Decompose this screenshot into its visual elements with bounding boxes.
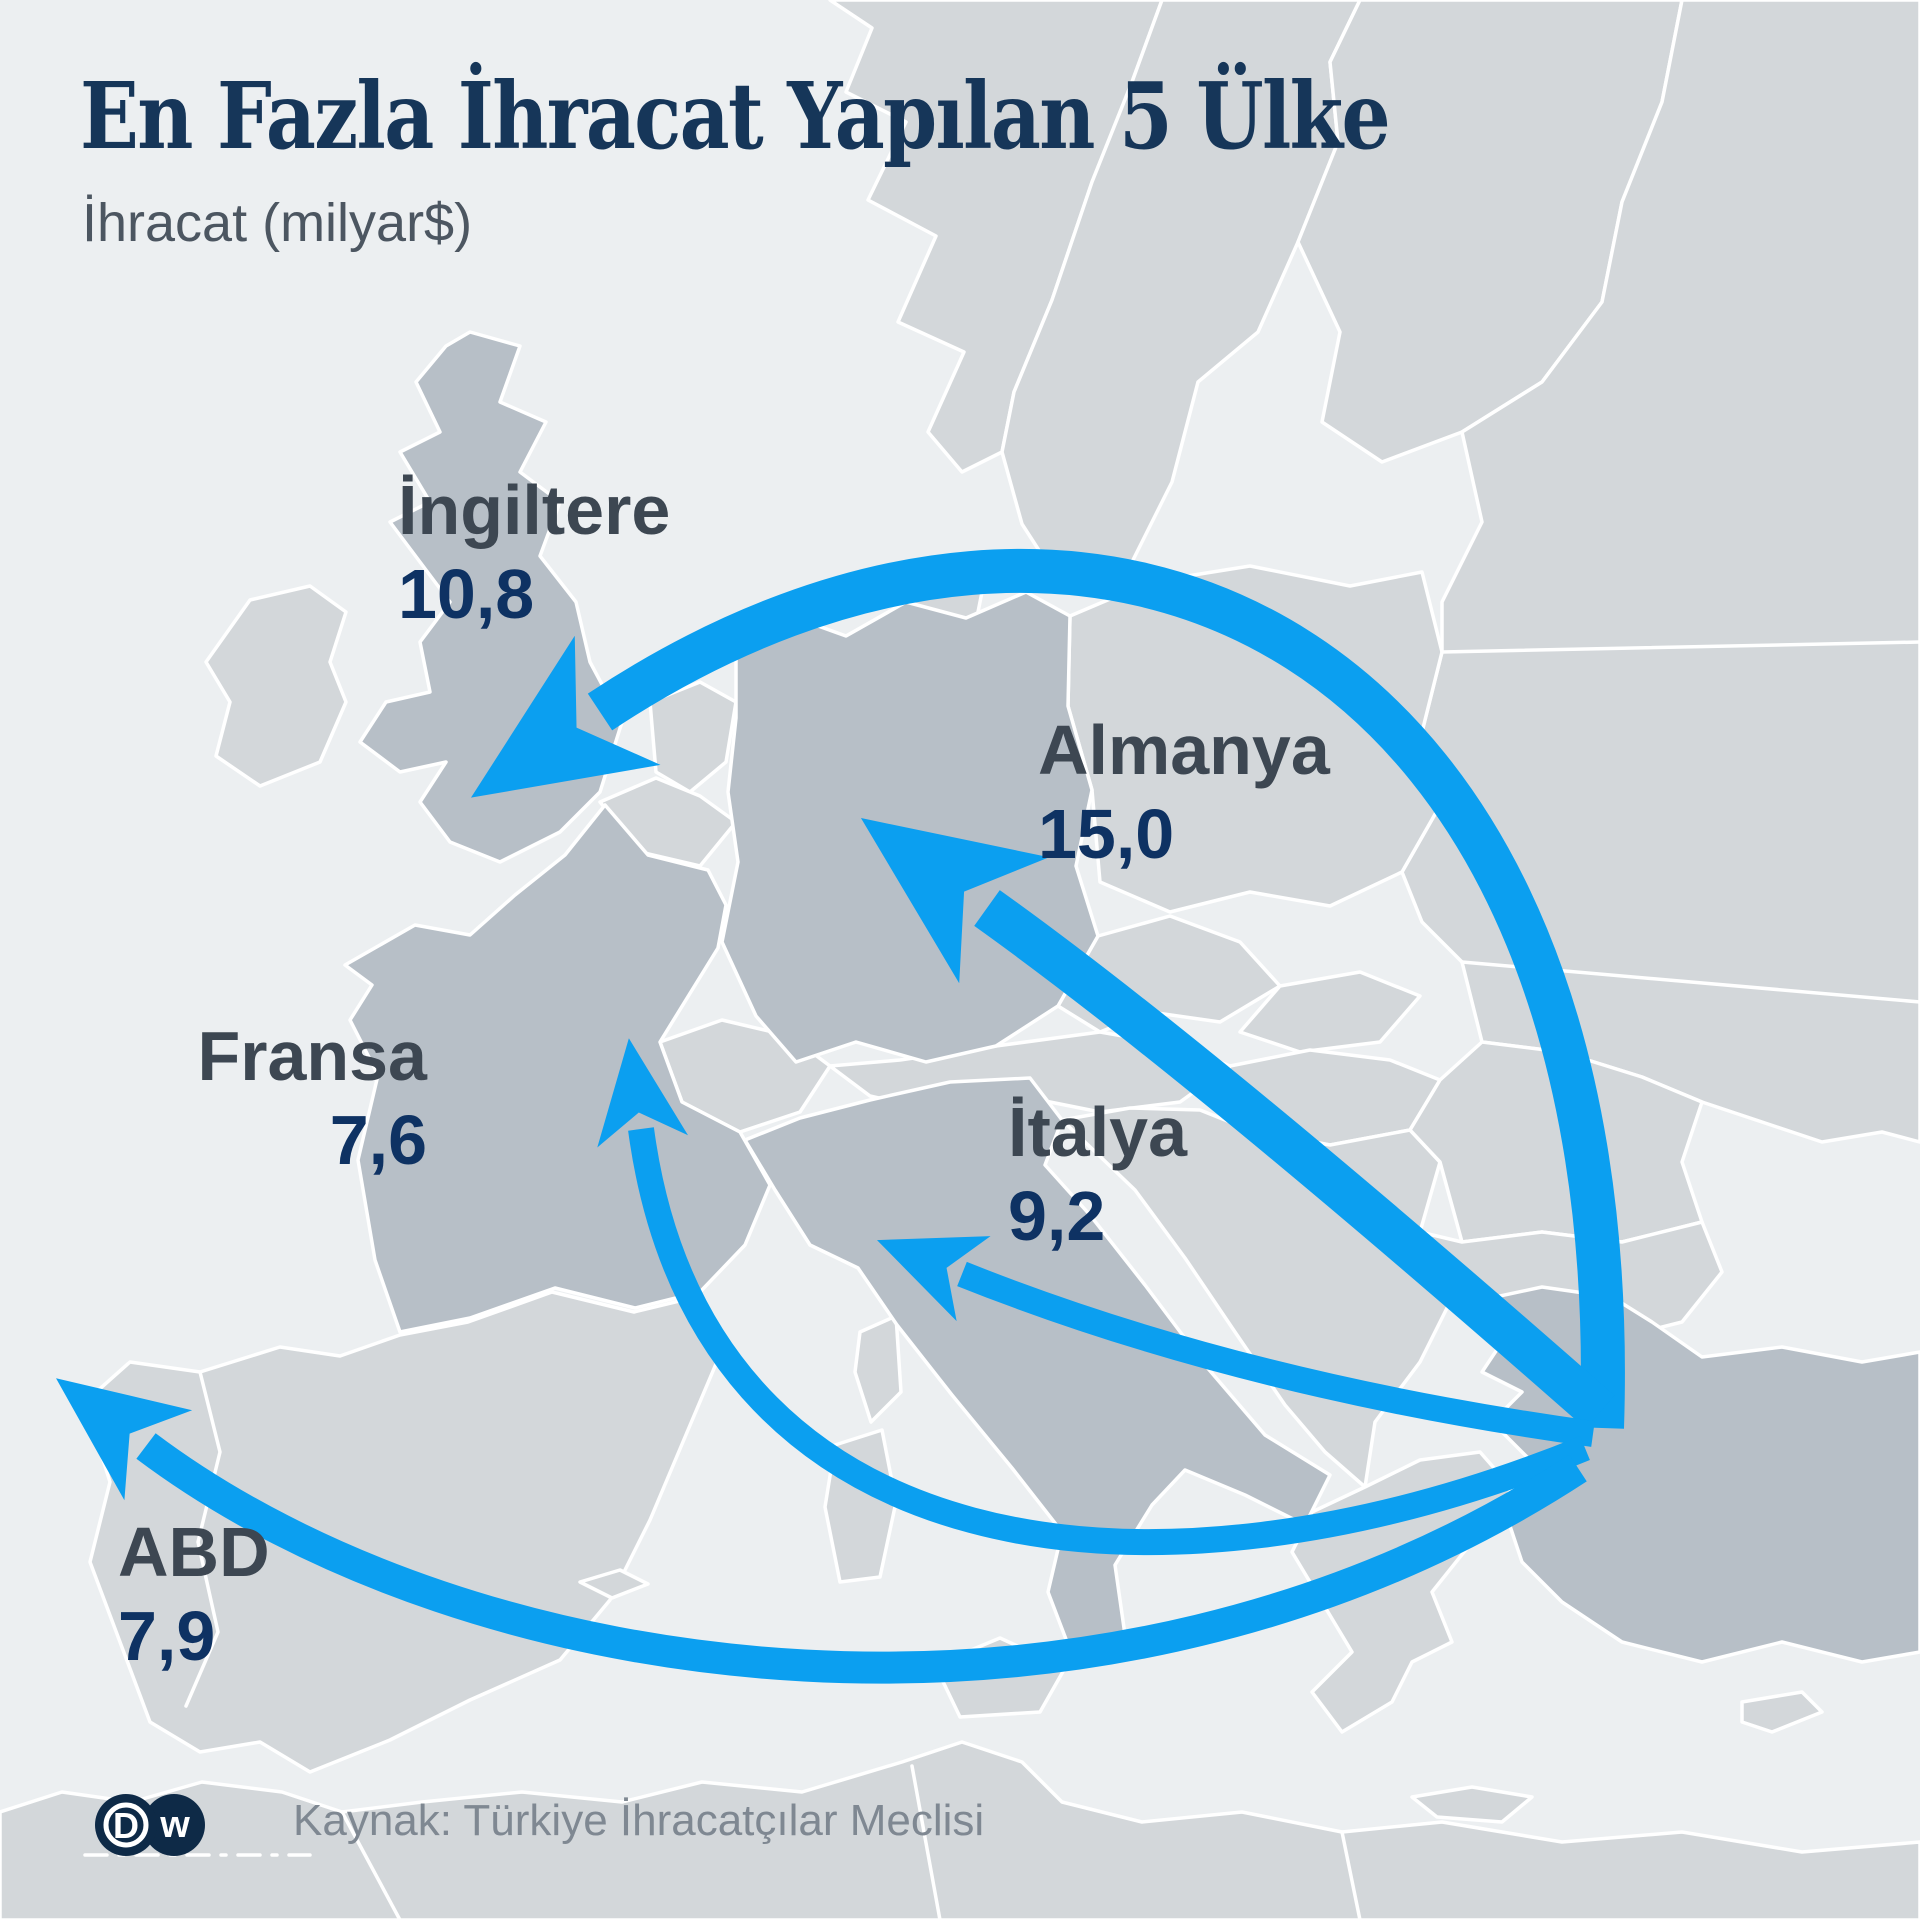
subtitle: İhracat (milyar$) [82, 193, 473, 253]
region-eastern-europe [1400, 0, 1920, 1144]
border-morocco-algeria [340, 1810, 402, 1920]
island-crete [1410, 1785, 1534, 1824]
country-name-ingiltere: İngiltere [398, 471, 671, 549]
flow-arrow-italya [876, 1236, 1595, 1447]
flow-arrow-fransa [597, 1038, 1590, 1555]
country-italy [743, 1076, 1332, 1657]
border-libya [1340, 1830, 1362, 1920]
country-name-fransa: Fransa [197, 1017, 427, 1095]
label-almanya: Almanya 15,0 [1038, 708, 1330, 876]
source-credit: Kaynak: Türkiye İhracatçılar Meclisi [293, 1796, 985, 1845]
country-name-italya: İtalya [1008, 1093, 1187, 1171]
dw-logo: D w [95, 1794, 205, 1856]
country-value-italya: 9,2 [1008, 1177, 1106, 1255]
country-value-almanya: 15,0 [1038, 795, 1175, 873]
dw-logo-letter-w: w [159, 1804, 190, 1846]
label-italya: İtalya 9,2 [1008, 1090, 1187, 1258]
country-ireland [204, 584, 348, 788]
country-value-fransa: 7,6 [329, 1101, 427, 1179]
country-value-ingiltere: 10,8 [398, 555, 535, 633]
page-title: En Fazla İhracat Yapılan 5 Ülke [80, 62, 1391, 170]
border-algeria-tunisia [910, 1764, 942, 1920]
flow-arrow-almanya [860, 818, 1615, 1429]
label-fransa: Fransa 7,6 [177, 1014, 427, 1182]
dw-logo-circle-w [143, 1794, 205, 1856]
country-name-almanya: Almanya [1038, 711, 1330, 789]
country-slovakia [1238, 970, 1422, 1054]
dw-logo-letter-d: D [113, 1805, 139, 1846]
border-portugal [184, 1370, 222, 1708]
country-poland [1066, 564, 1444, 914]
flow-arrow-abd [55, 1378, 1587, 1684]
label-ingiltere: İngiltere 10,8 [398, 468, 670, 636]
island-cyprus [1740, 1690, 1824, 1734]
label-abd: ABD 7,9 [118, 1510, 270, 1678]
border-east-1 [1440, 640, 1920, 654]
flow-arrow-ingiltere [470, 548, 1625, 1429]
dw-logo-ring [103, 1802, 149, 1848]
region-north-africa [0, 1740, 1920, 1920]
country-value-abd: 7,9 [118, 1597, 216, 1675]
flow-arrows [55, 548, 1625, 1684]
country-name-abd: ABD [118, 1513, 270, 1591]
island-balearics [578, 1568, 650, 1600]
